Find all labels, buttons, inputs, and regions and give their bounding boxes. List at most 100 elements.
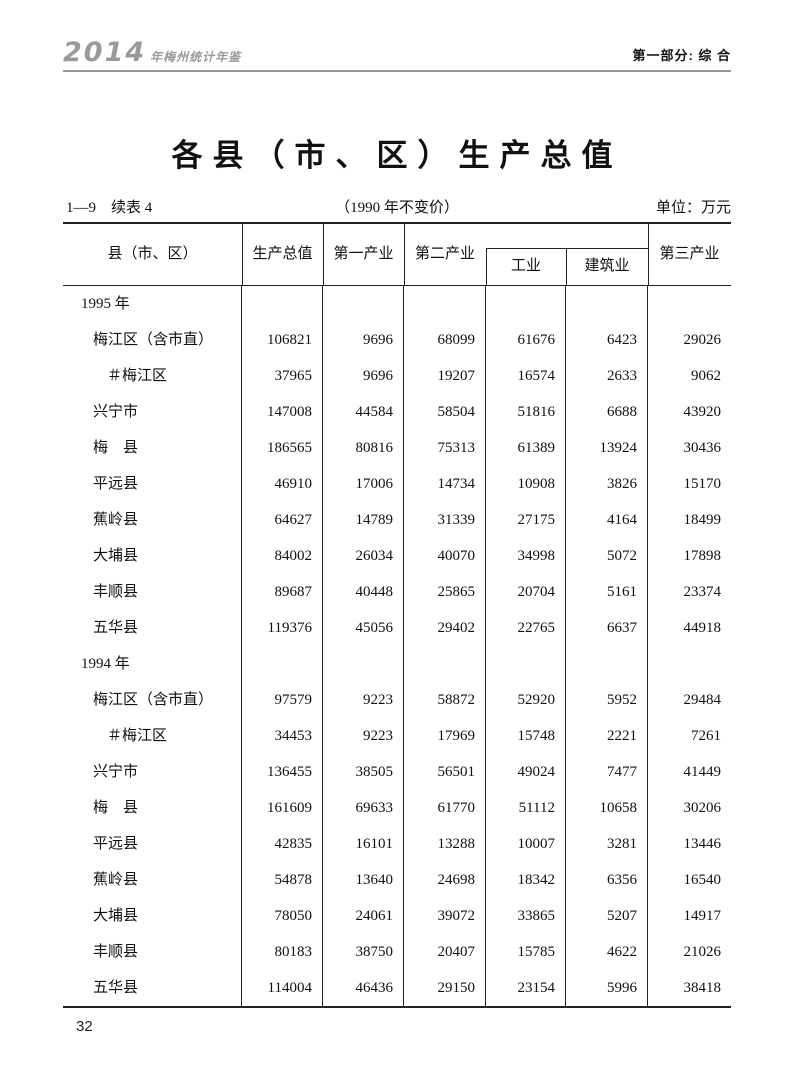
- logo-name-text: 年梅州统计年鉴: [150, 50, 242, 64]
- region-label: 平远县: [63, 826, 242, 862]
- value-cell: 34453: [242, 718, 323, 754]
- running-header: 2014 年梅州统计年鉴 第一部分: 综 合: [63, 37, 731, 70]
- value-cell: 41449: [683, 764, 722, 780]
- table-row: 梅 县 186565 80816 75313 61389 13924 30436: [63, 430, 731, 466]
- value-cell: 5161: [566, 574, 648, 610]
- value-cell: 6356: [566, 862, 648, 898]
- region-label: 丰顺县: [63, 574, 242, 610]
- value-cell: 51112: [486, 790, 566, 826]
- subheader-divider: [486, 248, 487, 285]
- value-cell: 27175: [486, 502, 566, 538]
- region-label: 梅 县: [63, 430, 242, 466]
- logo-year-text: 2014: [63, 37, 147, 68]
- value-cell: 54878: [242, 862, 323, 898]
- value-cell: 114004: [242, 970, 323, 1006]
- page-number: 32: [76, 1018, 93, 1035]
- table-row: 蕉岭县 64627 14789 31339 27175 4164 18499: [63, 502, 731, 538]
- value-cell: 23154: [486, 970, 566, 1006]
- region-label: 五华县: [63, 610, 242, 646]
- value-cell: 39072: [404, 898, 486, 934]
- value-cell: [486, 286, 566, 322]
- value-cell: 20704: [486, 574, 566, 610]
- value-cell: 16101: [323, 826, 404, 862]
- value-cell: 18499: [683, 512, 722, 528]
- table-row: 五华县 114004 46436 29150 23154 5996 38418: [63, 970, 731, 1006]
- value-cell: 80816: [323, 430, 404, 466]
- table-header: 县（市、区） 生产总值 第一产业 第二产业 工业 建筑业 第三产业: [63, 222, 731, 286]
- value-cell: 45056: [323, 610, 404, 646]
- value-cell: 29026: [683, 332, 722, 348]
- value-cell: 7477: [566, 754, 648, 790]
- region-label: 大埔县: [63, 898, 242, 934]
- price-note: （1990 年不变价）: [335, 200, 459, 216]
- year-label: 1995 年: [63, 286, 242, 322]
- value-cell: 136455: [242, 754, 323, 790]
- value-cell: [648, 646, 731, 682]
- region-label: 梅 县: [63, 790, 242, 826]
- table-row: 梅 县 161609 69633 61770 51112 10658 30206: [63, 790, 731, 826]
- value-cell: 56501: [404, 754, 486, 790]
- header-divider: [323, 224, 324, 285]
- value-cell: 6423: [566, 322, 648, 358]
- value-cell: 80183: [242, 934, 323, 970]
- header-rule: [63, 70, 731, 72]
- unit-note: 单位：万元: [655, 200, 731, 216]
- value-cell: 24698: [404, 862, 486, 898]
- value-cell: 51816: [486, 394, 566, 430]
- value-cell: 10007: [486, 826, 566, 862]
- value-cell: 17006: [323, 466, 404, 502]
- value-cell: 40448: [323, 574, 404, 610]
- table-row: 兴宁市 147008 44584 58504 51816 6688 43920: [63, 394, 731, 430]
- value-cell: 106821: [242, 322, 323, 358]
- value-cell: 38418: [683, 980, 722, 996]
- region-label: 丰顺县: [63, 934, 242, 970]
- table-number: 1—9 续表 4: [66, 200, 153, 216]
- table-row: 平远县 42835 16101 13288 10007 3281 13446: [63, 826, 731, 862]
- value-cell: 2221: [566, 718, 648, 754]
- table-row: ＃梅江区 37965 9696 19207 16574 2633 9062: [63, 358, 731, 394]
- value-cell: [486, 646, 566, 682]
- value-cell: 2633: [566, 358, 648, 394]
- value-cell: 34998: [486, 538, 566, 574]
- value-cell: 4622: [566, 934, 648, 970]
- value-cell: 15170: [683, 476, 722, 492]
- value-cell: 10908: [486, 466, 566, 502]
- yearbook-logo: 2014 年梅州统计年鉴: [63, 37, 241, 68]
- value-cell: [323, 286, 404, 322]
- value-cell: 3281: [566, 826, 648, 862]
- value-cell: [566, 286, 648, 322]
- value-cell: 16540: [683, 872, 722, 888]
- table-row: 丰顺县 80183 38750 20407 15785 4622 21026: [63, 934, 731, 970]
- value-cell: [404, 286, 486, 322]
- value-cell: 33865: [486, 898, 566, 934]
- value-cell: 44584: [323, 394, 404, 430]
- value-cell: 9696: [323, 358, 404, 394]
- value-cell: 43920: [683, 404, 722, 420]
- region-label: ＃梅江区: [63, 718, 242, 754]
- value-cell: 17969: [404, 718, 486, 754]
- table-row: 蕉岭县 54878 13640 24698 18342 6356 16540: [63, 862, 731, 898]
- value-cell: 78050: [242, 898, 323, 934]
- region-label: 梅江区（含市直）: [63, 322, 242, 358]
- value-cell: [242, 646, 323, 682]
- value-cell: 84002: [242, 538, 323, 574]
- region-label: 蕉岭县: [63, 502, 242, 538]
- value-cell: 64627: [242, 502, 323, 538]
- value-cell: 61676: [486, 322, 566, 358]
- gdp-table: 县（市、区） 生产总值 第一产业 第二产业 工业 建筑业 第三产业 1995 年…: [63, 222, 731, 1008]
- value-cell: 23374: [683, 584, 722, 600]
- header-divider: [404, 224, 405, 285]
- value-cell: 17898: [683, 548, 722, 564]
- value-cell: 29484: [683, 692, 722, 708]
- value-cell: 14917: [683, 908, 722, 924]
- value-cell: [404, 646, 486, 682]
- value-cell: 5996: [566, 970, 648, 1006]
- value-cell: 30206: [683, 800, 722, 816]
- value-cell: 13446: [683, 836, 722, 852]
- value-cell: 22765: [486, 610, 566, 646]
- value-cell: 97579: [242, 682, 323, 718]
- value-cell: 5952: [566, 682, 648, 718]
- value-cell: [566, 646, 648, 682]
- value-cell: 9223: [323, 718, 404, 754]
- value-cell: 147008: [242, 394, 323, 430]
